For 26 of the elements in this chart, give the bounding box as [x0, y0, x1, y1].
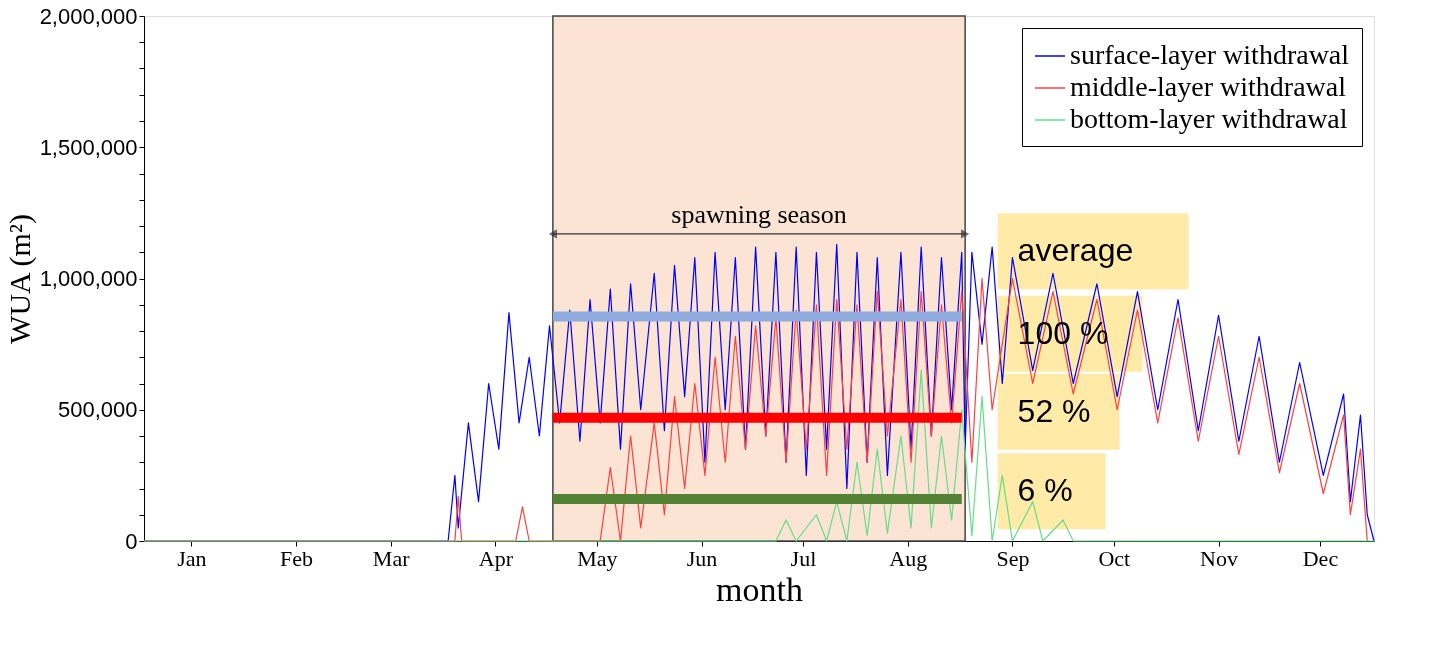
x-tick-label: Jul	[790, 545, 817, 571]
x-tick-label: Mar	[372, 545, 411, 571]
x-tick-label: Aug	[889, 545, 928, 571]
x-tick-label: Jan	[177, 545, 207, 571]
y-axis-title: WUA (m²)	[2, 214, 37, 344]
x-tick-label: Apr	[478, 545, 514, 571]
legend-label: middle-layer withdrawal	[1070, 71, 1347, 102]
x-tick-label: Jun	[686, 545, 718, 571]
annotation: 6 %	[1017, 472, 1073, 509]
x-tick-label: Sep	[996, 545, 1030, 571]
legend-label: surface-layer withdrawal	[1070, 39, 1350, 70]
legend-label: bottom-layer withdrawal	[1070, 103, 1348, 134]
x-tick-label: May	[577, 545, 618, 571]
y-tick-label: 2,000,000	[39, 3, 138, 29]
annotation: 52 %	[1017, 392, 1091, 429]
y-tick-label: 1,000,000	[39, 266, 138, 291]
x-tick-label: Oct	[1098, 545, 1131, 571]
y-tick-label: 500,000	[57, 397, 138, 423]
x-axis-title: month	[716, 570, 803, 608]
y-tick-label: 0	[125, 528, 138, 554]
x-tick-label: Feb	[280, 545, 314, 571]
x-tick-label: Dec	[1302, 545, 1339, 571]
y-tick-label: 1,500,000	[39, 134, 138, 160]
annotation: average	[1017, 232, 1134, 269]
band-label: spawning season	[671, 199, 847, 229]
x-tick-label: Nov	[1200, 545, 1239, 571]
